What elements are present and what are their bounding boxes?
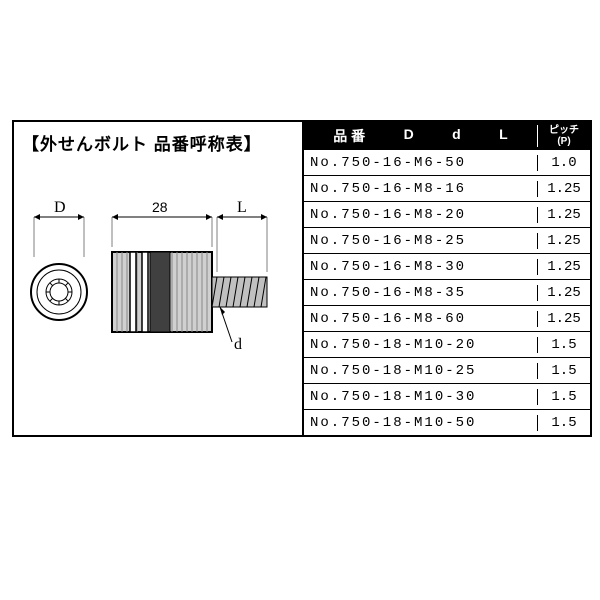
content-frame: 【外せんボルト 品番呼称表】 D 28 (12, 120, 592, 437)
header-col-pitch: ピッチ (P) (537, 125, 590, 147)
table-row: No.750-16-M8-201.25 (304, 202, 590, 228)
dim-D-label: D (54, 199, 66, 216)
cell-part-number: No.750-18-M10-30 (304, 389, 537, 405)
page-container: 【外せんボルト 品番呼称表】 D 28 (0, 0, 600, 600)
left-panel: 【外せんボルト 品番呼称表】 D 28 (14, 122, 304, 435)
cell-pitch: 1.5 (537, 415, 590, 431)
table-row: No.750-16-M8-351.25 (304, 280, 590, 306)
table-row: No.750-16-M8-601.25 (304, 306, 590, 332)
cell-pitch: 1.25 (537, 285, 590, 301)
header-col-D: D (404, 126, 414, 146)
dim-28-label: 28 (152, 199, 168, 215)
cell-part-number: No.750-16-M8-20 (304, 207, 537, 223)
cell-pitch: 1.5 (537, 363, 590, 379)
header-col-L: L (499, 126, 508, 146)
cell-part-number: No.750-16-M8-30 (304, 259, 537, 275)
table-row: No.750-18-M10-201.5 (304, 332, 590, 358)
cell-pitch: 1.25 (537, 259, 590, 275)
cell-pitch: 1.0 (537, 155, 590, 171)
cell-part-number: No.750-18-M10-50 (304, 415, 537, 431)
cell-part-number: No.750-16-M8-25 (304, 233, 537, 249)
cell-pitch: 1.5 (537, 337, 590, 353)
cell-pitch: 1.25 (537, 181, 590, 197)
table-row: No.750-18-M10-301.5 (304, 384, 590, 410)
table-row: No.750-18-M10-251.5 (304, 358, 590, 384)
table-body: No.750-16-M6-501.0No.750-16-M8-161.25No.… (304, 150, 590, 435)
dim-d-label: d (234, 336, 242, 353)
table-row: No.750-16-M8-251.25 (304, 228, 590, 254)
header-pitch-top: ピッチ (538, 125, 590, 136)
dim-L-label: L (237, 199, 247, 216)
header-pitch-bottom: (P) (538, 136, 590, 147)
cell-pitch: 1.25 (537, 207, 590, 223)
header-col-d: d (452, 126, 461, 146)
cell-part-number: No.750-18-M10-20 (304, 337, 537, 353)
table-header: 品 番 D d L ピッチ (P) (304, 122, 590, 150)
bolt-diagram: D 28 L (22, 167, 282, 367)
table-row: No.750-16-M8-301.25 (304, 254, 590, 280)
cell-pitch: 1.25 (537, 233, 590, 249)
cell-part-number: No.750-16-M8-16 (304, 181, 537, 197)
cell-part-number: No.750-16-M8-35 (304, 285, 537, 301)
header-col-part: 品 番 (333, 126, 365, 146)
cell-pitch: 1.25 (537, 311, 590, 327)
header-main: 品 番 D d L (304, 126, 537, 146)
cell-part-number: No.750-16-M8-60 (304, 311, 537, 327)
table-row: No.750-16-M8-161.25 (304, 176, 590, 202)
cell-pitch: 1.5 (537, 389, 590, 405)
cell-part-number: No.750-18-M10-25 (304, 363, 537, 379)
cell-part-number: No.750-16-M6-50 (304, 155, 537, 171)
table-row: No.750-18-M10-501.5 (304, 410, 590, 435)
table-row: No.750-16-M6-501.0 (304, 150, 590, 176)
panel-title: 【外せんボルト 品番呼称表】 (22, 130, 294, 155)
table-panel: 品 番 D d L ピッチ (P) No.750-16-M6-501.0No.7… (304, 122, 590, 435)
